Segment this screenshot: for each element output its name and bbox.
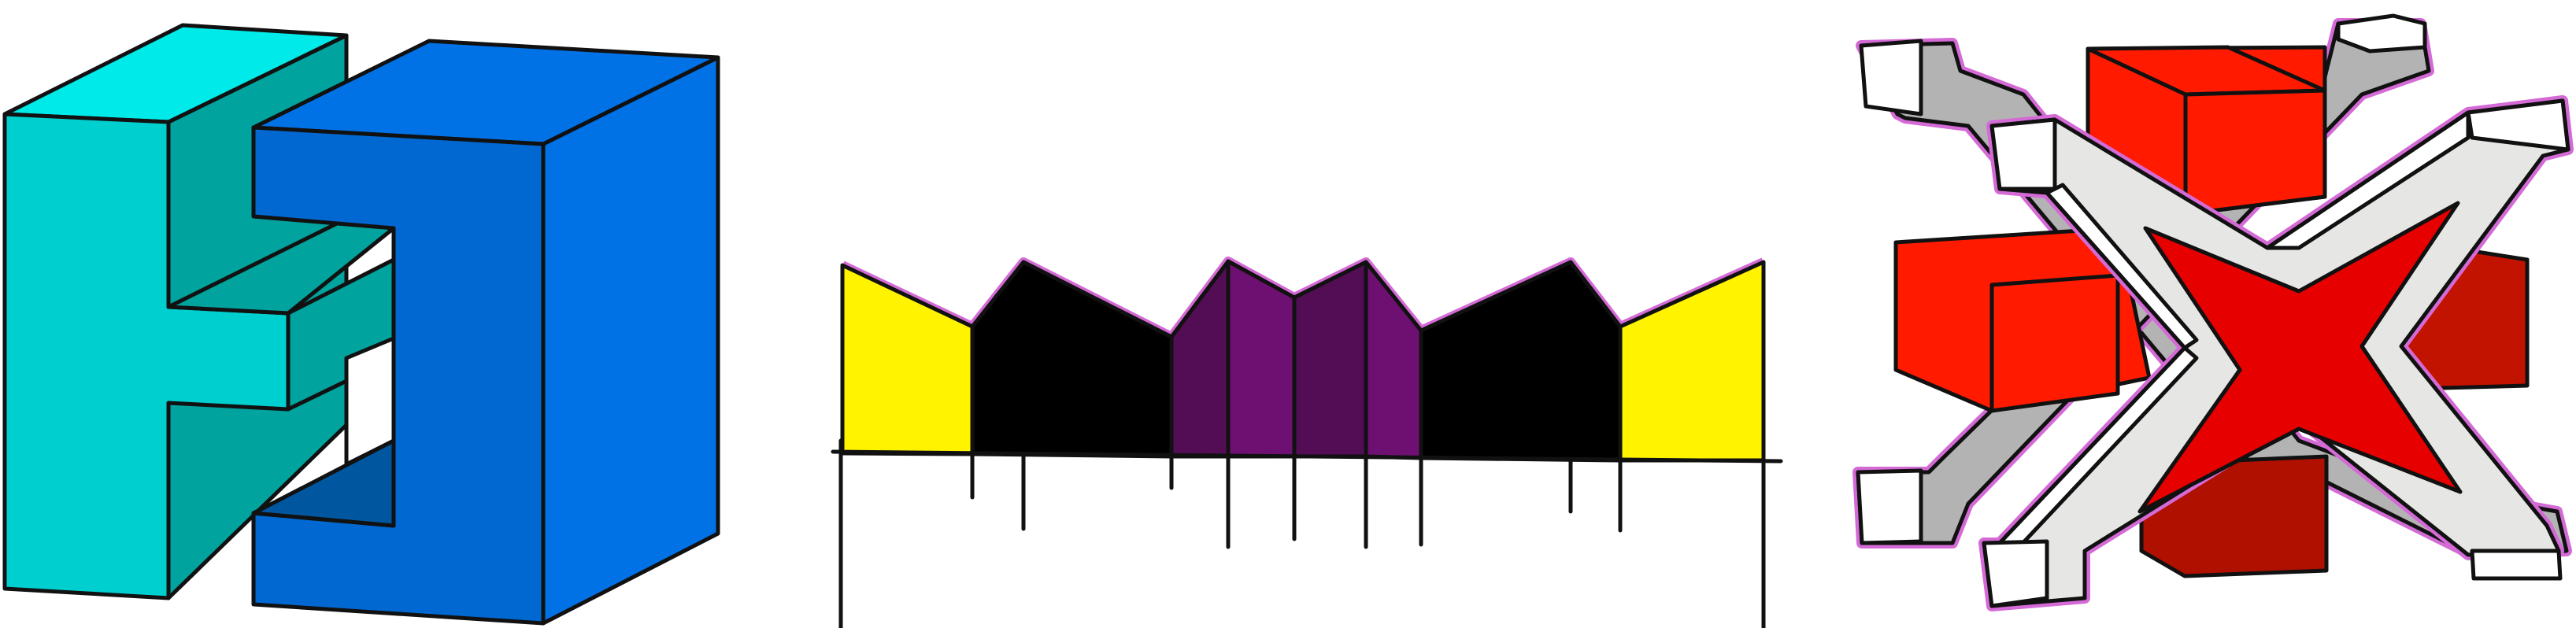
isometric-bracket-block-figure	[251, 39, 720, 626]
isometric-x-cross-figure	[1852, 13, 2574, 611]
folded-paper-ribbon-figure	[831, 257, 1783, 628]
